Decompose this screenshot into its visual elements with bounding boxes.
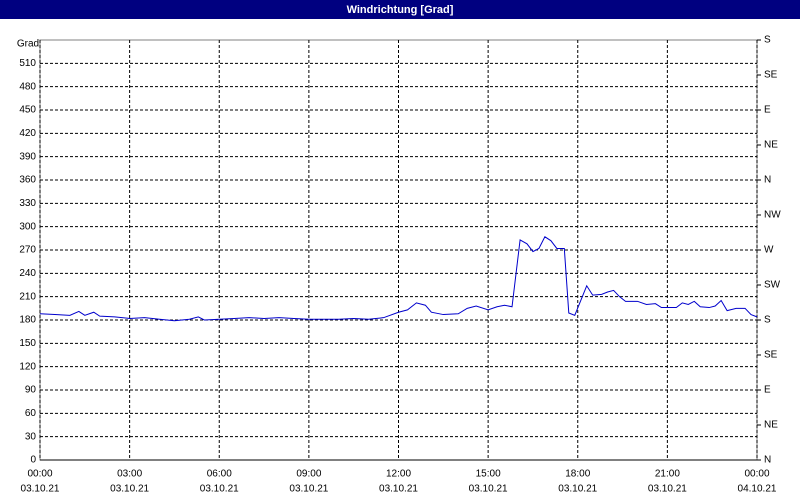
x-tick-label: 00:00 [27, 469, 52, 480]
x-tick-date: 03.10.21 [289, 484, 328, 495]
y-tick-label: 420 [19, 128, 36, 139]
y-tick-label: 120 [19, 361, 36, 372]
y-tick-label: 60 [25, 408, 37, 419]
y-tick-label: 480 [19, 81, 36, 92]
x-tick-label: 09:00 [296, 469, 321, 480]
y-tick-label: 510 [19, 58, 36, 69]
x-tick-date: 03.10.21 [200, 484, 239, 495]
y2-tick-label: SE [764, 70, 778, 81]
x-tick-label: 06:00 [207, 469, 232, 480]
y-tick-label: 330 [19, 198, 36, 209]
y2-tick-label: N [764, 175, 771, 186]
x-tick-date: 03.10.21 [648, 484, 687, 495]
y2-tick-label: SE [764, 350, 778, 361]
y2-tick-label: W [764, 245, 774, 256]
y-tick-label: 360 [19, 175, 36, 186]
y2-tick-label: NE [764, 420, 778, 431]
y2-tick-label: SW [764, 280, 781, 291]
y-tick-label: 270 [19, 245, 36, 256]
y-tick-label: 180 [19, 315, 36, 326]
y-tick-label: 0 [30, 455, 36, 466]
y-axis-label: Grad [17, 39, 39, 50]
x-tick-date: 03.10.21 [379, 484, 418, 495]
y-tick-label: 30 [25, 431, 37, 442]
x-tick-label: 21:00 [655, 469, 680, 480]
data-line [39, 236, 758, 322]
title-bar [0, 0, 800, 19]
y2-tick-label: N [764, 455, 771, 466]
x-tick-date: 04.10.21 [738, 484, 777, 495]
y-tick-label: 240 [19, 268, 36, 279]
x-tick-date: 03.10.21 [469, 484, 508, 495]
y2-tick-label: E [764, 385, 771, 396]
x-tick-date: 03.10.21 [21, 484, 60, 495]
x-tick-date: 03.10.21 [558, 484, 597, 495]
y2-tick-label: S [764, 315, 771, 326]
y2-tick-label: E [764, 105, 771, 116]
x-tick-label: 00:00 [744, 469, 769, 480]
x-tick-label: 18:00 [565, 469, 590, 480]
y-tick-label: 90 [25, 385, 37, 396]
y-tick-label: 210 [19, 291, 36, 302]
y-tick-label: 450 [19, 105, 36, 116]
chart-title: Windrichtung [Grad] [347, 4, 454, 16]
y2-tick-label: NE [764, 140, 778, 151]
x-tick-label: 15:00 [476, 469, 501, 480]
y-tick-label: 390 [19, 151, 36, 162]
x-tick-date: 03.10.21 [110, 484, 149, 495]
x-tick-label: 12:00 [386, 469, 411, 480]
y2-tick-label: S [764, 35, 771, 46]
y-tick-label: 150 [19, 338, 36, 349]
y2-tick-label: NW [764, 210, 781, 221]
y-tick-label: 300 [19, 221, 36, 232]
x-tick-label: 03:00 [117, 469, 142, 480]
